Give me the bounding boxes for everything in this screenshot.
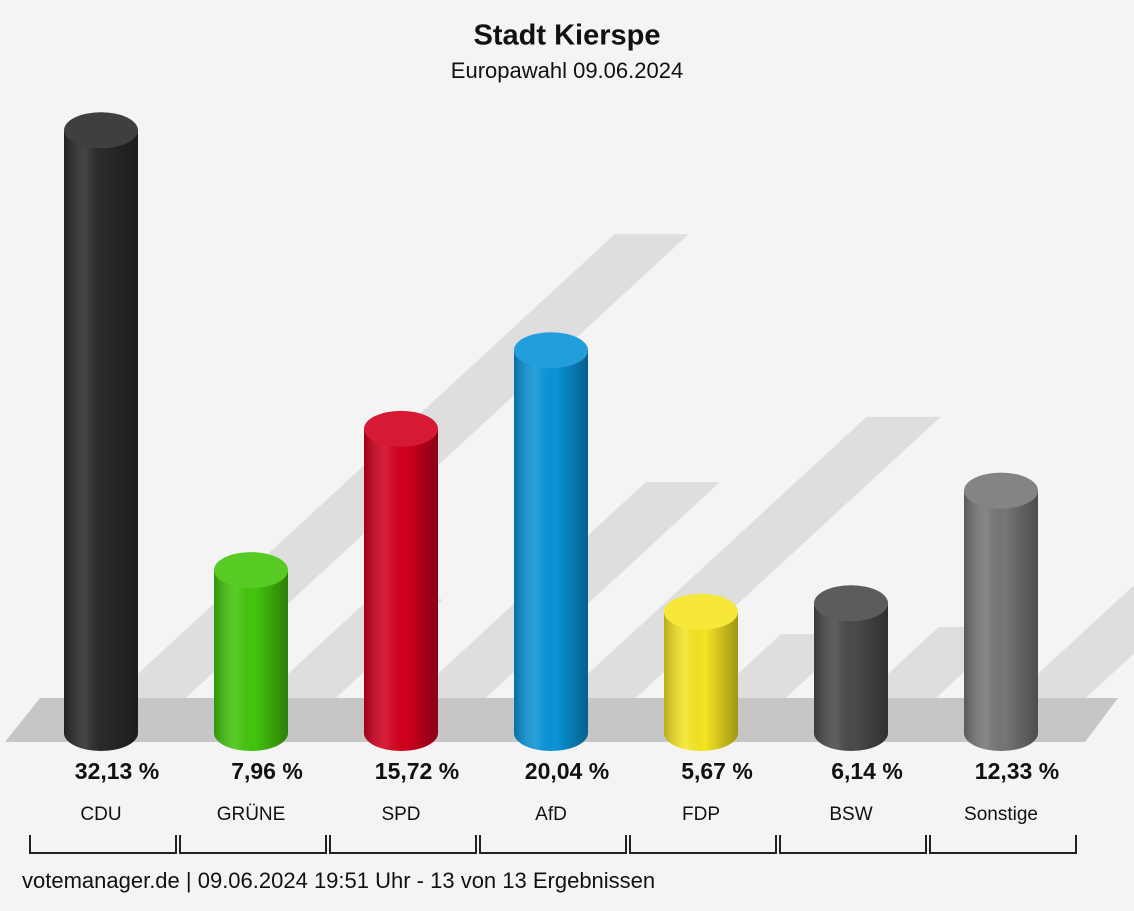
- value-label: 12,33 %: [975, 758, 1059, 784]
- bar-shading: [64, 130, 138, 751]
- category-label: SPD: [381, 804, 420, 825]
- bar-layer: [64, 112, 1038, 751]
- footer: votemanager.de | 09.06.2024 19:51 Uhr - …: [22, 868, 655, 893]
- category-label: Sonstige: [964, 804, 1038, 825]
- bar-cap: [964, 472, 1038, 509]
- category-label: GRÜNE: [217, 804, 286, 825]
- category-bracket: [179, 835, 327, 854]
- bar-cap: [64, 112, 138, 149]
- category-bracket: [329, 835, 477, 854]
- bar-shading: [964, 490, 1038, 751]
- category-bracket: [779, 835, 927, 854]
- chart-subtitle: Europawahl 09.06.2024: [451, 58, 683, 83]
- category-label: AfD: [535, 804, 567, 825]
- bar-cap-highlight: [214, 552, 288, 589]
- bar-cap-highlight: [814, 585, 888, 622]
- category-bracket: [629, 835, 777, 854]
- bar-cap-highlight: [64, 112, 138, 149]
- bar-shading: [664, 611, 738, 751]
- bar-cap: [514, 332, 588, 369]
- bar-cap: [364, 410, 438, 447]
- value-label: 5,67 %: [681, 758, 753, 784]
- bar-shading: [514, 350, 588, 751]
- value-label: 20,04 %: [525, 758, 609, 784]
- bar-cap-highlight: [364, 410, 438, 447]
- value-label: 7,96 %: [231, 758, 303, 784]
- bar-shading: [214, 570, 288, 751]
- category-bracket: [929, 835, 1077, 854]
- bar-cap-highlight: [664, 593, 738, 630]
- bar-cap: [664, 593, 738, 630]
- bar-shading: [814, 603, 888, 751]
- bar-cap-highlight: [964, 472, 1038, 509]
- category-label: BSW: [829, 804, 872, 825]
- bar-shadow: [514, 416, 941, 742]
- category-label: CDU: [80, 804, 121, 825]
- bar-cap: [814, 585, 888, 622]
- bar-shading: [364, 428, 438, 751]
- bar-cap: [214, 552, 288, 589]
- value-label: 6,14 %: [831, 758, 903, 784]
- bar-cap-highlight: [514, 332, 588, 369]
- value-label: 15,72 %: [375, 758, 459, 784]
- chart-title: Stadt Kierspe: [474, 20, 661, 52]
- category-label: FDP: [682, 804, 720, 825]
- category-bracket: [479, 835, 627, 854]
- category-bracket: [29, 835, 177, 854]
- value-label: 32,13 %: [75, 758, 159, 784]
